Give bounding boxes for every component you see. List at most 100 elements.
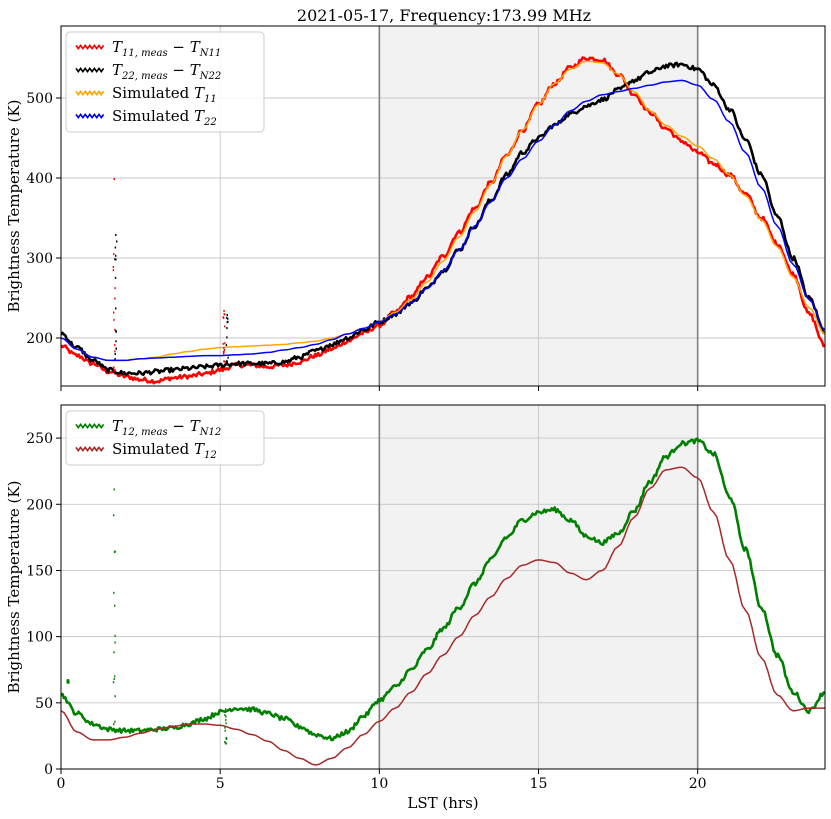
outlier-point xyxy=(113,178,115,180)
outlier-point xyxy=(224,726,226,729)
outlier-point xyxy=(112,269,115,272)
legend-label: Simulated T11 xyxy=(112,84,217,105)
outlier-point xyxy=(226,327,228,330)
y-tick-label: 150 xyxy=(26,563,53,579)
outlier-point xyxy=(223,310,225,312)
outlier-point xyxy=(225,718,227,721)
outlier-point xyxy=(113,369,115,372)
outlier-point xyxy=(225,344,228,347)
outlier-point xyxy=(222,352,225,355)
outlier-point xyxy=(114,254,117,257)
outlier-point xyxy=(222,317,225,320)
outlier-point xyxy=(114,695,116,698)
outlier-point xyxy=(114,350,116,353)
series-line-1 xyxy=(61,437,825,742)
outlier-point xyxy=(114,634,116,637)
outlier-point xyxy=(224,360,226,363)
outlier-point xyxy=(226,321,228,324)
plot-area xyxy=(61,437,825,766)
outlier-point xyxy=(114,258,116,261)
x-axis-label: LST (hrs) xyxy=(407,794,478,812)
outlier-point xyxy=(115,347,117,350)
legend-swatch xyxy=(75,423,105,429)
outlier-point xyxy=(225,722,227,725)
outlier-point xyxy=(67,681,69,684)
chart-title: 2021-05-17, Frequency:173.99 MHz xyxy=(297,6,591,25)
outlier-point xyxy=(114,246,117,249)
outlier-point xyxy=(113,651,115,654)
plot-area xyxy=(61,56,825,385)
outlier-point xyxy=(112,681,115,684)
outlier-point xyxy=(116,240,118,243)
outlier-point xyxy=(225,316,228,319)
legend-label: T12, meas − TN12 xyxy=(112,417,221,438)
outlier-point xyxy=(114,328,116,331)
series-line-2 xyxy=(61,466,825,766)
outlier-point xyxy=(226,314,228,316)
outlier-point xyxy=(114,369,116,372)
outlier-point xyxy=(114,287,116,290)
outlier-point xyxy=(113,488,115,491)
outlier-point xyxy=(112,266,115,269)
outlier-point xyxy=(112,311,115,314)
outlier-point xyxy=(112,514,115,517)
outlier-point xyxy=(227,317,229,320)
legend-box xyxy=(65,410,265,466)
series-line-1 xyxy=(61,56,825,385)
outlier-point xyxy=(113,591,115,594)
x-tick-label: 10 xyxy=(370,776,388,792)
outlier-point xyxy=(225,715,227,718)
outlier-point xyxy=(114,357,116,360)
x-tick-label: 15 xyxy=(530,776,548,792)
outlier-point xyxy=(224,710,227,713)
legend-swatch xyxy=(75,90,105,96)
x-tick-label: 20 xyxy=(689,776,707,792)
outlier-point xyxy=(227,356,229,359)
outlier-point xyxy=(226,336,228,339)
outlier-point xyxy=(113,604,116,607)
outlier-point xyxy=(223,360,225,363)
outlier-point xyxy=(114,276,117,279)
outlier-point xyxy=(225,737,227,740)
outlier-point xyxy=(113,675,116,678)
outlier-point xyxy=(224,342,226,345)
outlier-point xyxy=(115,234,117,236)
y-tick-label: 200 xyxy=(26,497,53,513)
y-tick-label: 400 xyxy=(26,171,53,187)
outlier-point xyxy=(115,340,117,343)
outlier-point xyxy=(113,318,115,321)
outlier-point xyxy=(226,361,228,364)
outlier-point xyxy=(114,720,116,723)
y-tick-label: 100 xyxy=(26,630,53,646)
outlier-point xyxy=(224,729,226,732)
legend-label: T11, meas − TN11 xyxy=(112,38,221,59)
outlier-point xyxy=(224,714,226,717)
series-line-4 xyxy=(61,79,825,362)
legend-swatch xyxy=(75,113,105,119)
legend-label: Simulated T12 xyxy=(112,440,217,461)
outlier-point xyxy=(114,641,116,644)
outlier-point xyxy=(115,330,117,333)
axes-frame xyxy=(60,25,826,387)
outlier-point xyxy=(225,742,227,745)
series-line-3 xyxy=(61,60,825,362)
outlier-point xyxy=(114,297,116,300)
legend-swatch xyxy=(75,44,105,50)
outlier-point xyxy=(67,680,69,683)
outlier-point xyxy=(223,313,226,316)
outlier-point xyxy=(114,344,116,347)
outlier-point xyxy=(66,679,68,682)
y-tick-label: 250 xyxy=(26,431,53,447)
outlier-point xyxy=(115,258,117,261)
outlier-point xyxy=(112,367,115,370)
outlier-point xyxy=(224,325,226,328)
outlier-point xyxy=(113,366,115,369)
outlier-point xyxy=(115,307,117,310)
legend-swatch xyxy=(75,67,105,73)
legend-box xyxy=(65,31,265,133)
outlier-point xyxy=(225,361,228,364)
